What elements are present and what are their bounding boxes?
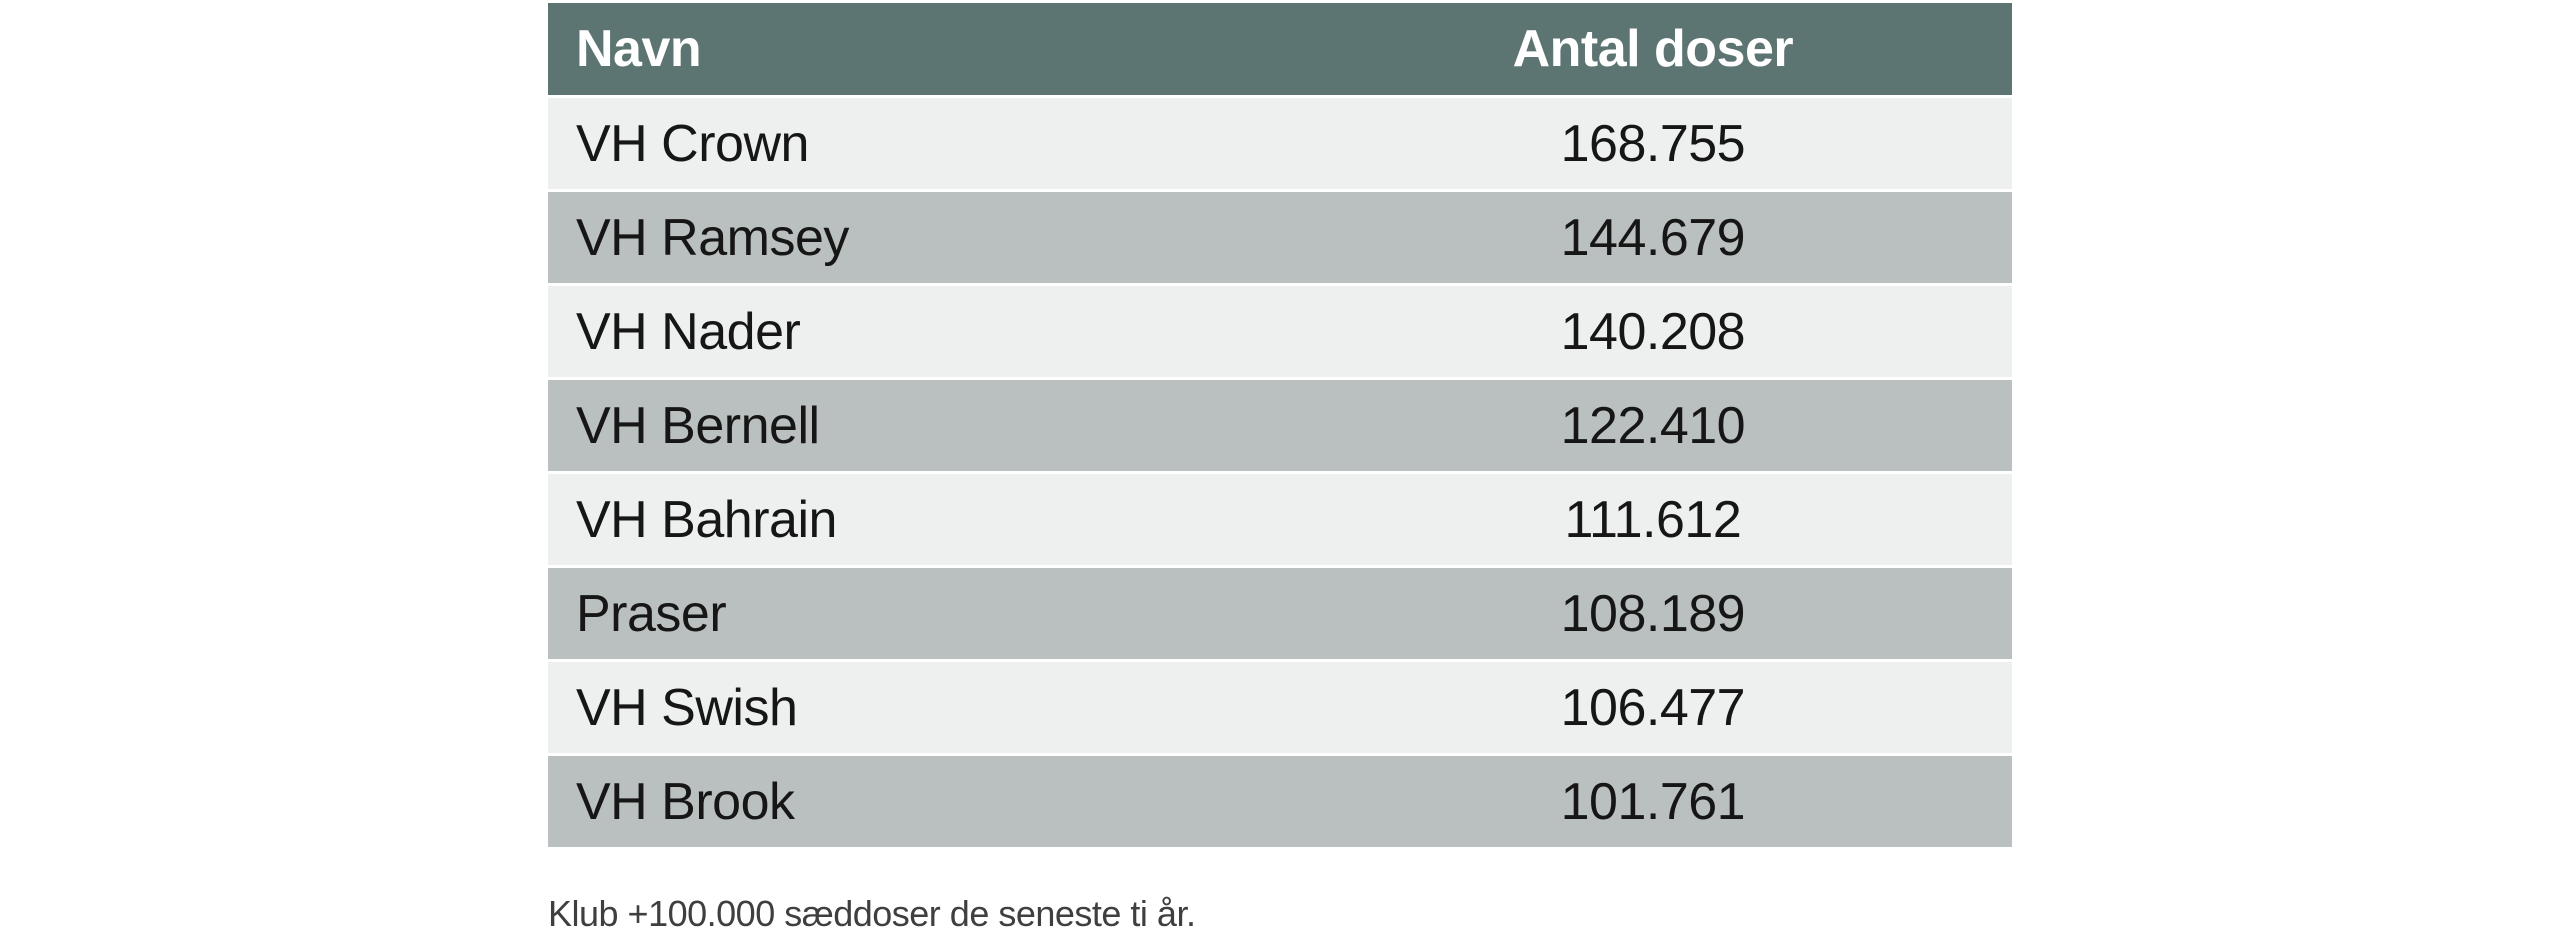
cell-name: VH Brook xyxy=(548,756,1294,847)
cell-doses: 106.477 xyxy=(1293,662,2012,753)
doses-table: Navn Antal doser VH Crown 168.755 VH Ramse… xyxy=(548,0,2012,850)
cell-doses: 111.612 xyxy=(1293,474,2012,565)
cell-name: Praser xyxy=(548,568,1294,659)
cell-doses: 140.208 xyxy=(1293,286,2012,377)
table-row: VH Ramsey 144.679 xyxy=(548,192,2012,283)
cell-name: VH Bernell xyxy=(548,380,1294,471)
table-row: VH Swish 106.477 xyxy=(548,662,2012,753)
table-row: VH Bernell 122.410 xyxy=(548,380,2012,471)
cell-doses: 122.410 xyxy=(1293,380,2012,471)
cell-name: VH Crown xyxy=(548,98,1294,189)
cell-name: VH Swish xyxy=(548,662,1294,753)
table-caption: Klub +100.000 sæddoser de seneste ti år. xyxy=(548,893,1196,934)
column-header-antal-doser: Antal doser xyxy=(1293,3,2012,95)
table-body: VH Crown 168.755 VH Ramsey 144.679 VH Nader 1… xyxy=(548,98,2012,847)
table-row: VH Crown 168.755 xyxy=(548,98,2012,189)
cell-name: VH Bahrain xyxy=(548,474,1294,565)
table-head: Navn Antal doser xyxy=(548,3,2012,95)
cell-doses: 108.189 xyxy=(1293,568,2012,659)
cell-doses: 101.761 xyxy=(1293,756,2012,847)
table-row: Praser 108.189 xyxy=(548,568,2012,659)
cell-name: VH Ramsey xyxy=(548,192,1294,283)
table-row: VH Bahrain 111.612 xyxy=(548,474,2012,565)
table-row: VH Brook 101.761 xyxy=(548,756,2012,847)
cell-name: VH Nader xyxy=(548,286,1294,377)
cell-doses: 144.679 xyxy=(1293,192,2012,283)
column-header-navn: Navn xyxy=(548,3,1294,95)
table-header-row: Navn Antal doser xyxy=(548,3,2012,95)
cell-doses: 168.755 xyxy=(1293,98,2012,189)
table-row: VH Nader 140.208 xyxy=(548,286,2012,377)
